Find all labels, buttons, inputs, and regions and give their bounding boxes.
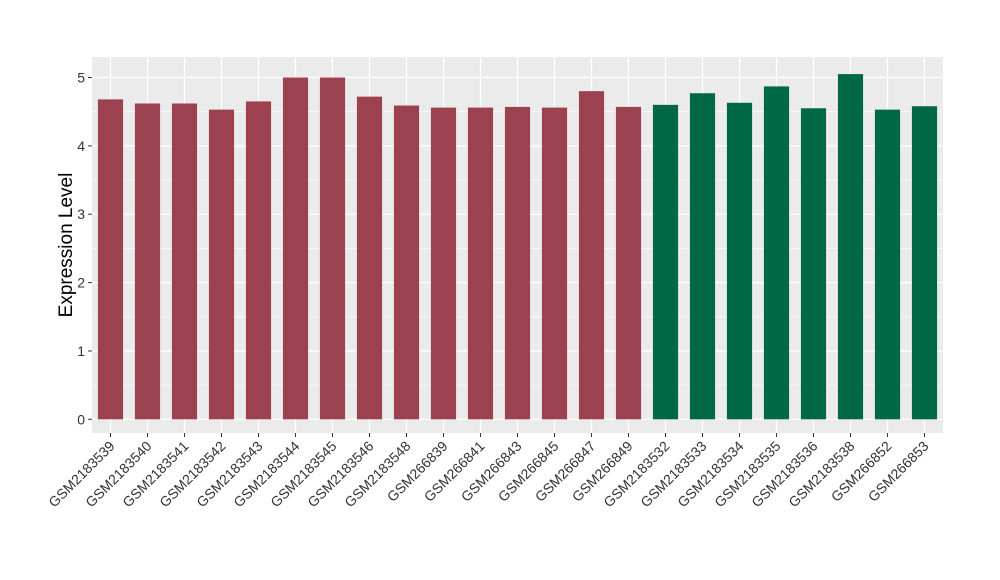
- bar-GSM2183538: [837, 74, 864, 420]
- bar-GSM266843: [504, 106, 531, 420]
- bar-GSM2183544: [282, 77, 309, 420]
- bar-GSM266852: [874, 109, 901, 420]
- y-tick-label: 5: [77, 70, 85, 86]
- bar-GSM2183542: [208, 109, 235, 420]
- bar-GSM266847: [578, 91, 605, 420]
- bar-GSM2183543: [245, 101, 272, 420]
- bar-GSM2183534: [726, 102, 753, 420]
- bar-GSM2183546: [356, 96, 383, 420]
- bar-GSM2183548: [393, 105, 420, 420]
- y-tick-label: 3: [77, 206, 85, 222]
- bar-GSM266845: [541, 107, 568, 420]
- y-tick-label: 0: [77, 411, 85, 427]
- y-tick-label: 4: [77, 138, 85, 154]
- bars: [97, 74, 938, 420]
- bar-GSM2183539: [97, 99, 124, 420]
- y-tick-label: 2: [77, 275, 85, 291]
- bar-GSM266839: [430, 107, 457, 420]
- bar-GSM2183535: [763, 86, 790, 420]
- y-tick-label: 1: [77, 343, 85, 359]
- bar-GSM2183536: [800, 108, 827, 420]
- bar-GSM2183541: [171, 103, 198, 420]
- y-axis-title: Expression Level: [56, 173, 77, 318]
- bar-GSM2183532: [652, 104, 679, 420]
- bar-GSM266849: [615, 106, 642, 420]
- bar-GSM2183545: [319, 77, 346, 420]
- x-axis: GSM2183539GSM2183540GSM2183541GSM2183542…: [45, 433, 932, 510]
- bar-GSM2183533: [689, 93, 716, 420]
- y-axis: 0 1 2 3 4 5: [77, 70, 92, 427]
- bar-GSM266853: [911, 106, 938, 420]
- bar-GSM266841: [467, 107, 494, 420]
- bar-GSM2183540: [134, 103, 161, 420]
